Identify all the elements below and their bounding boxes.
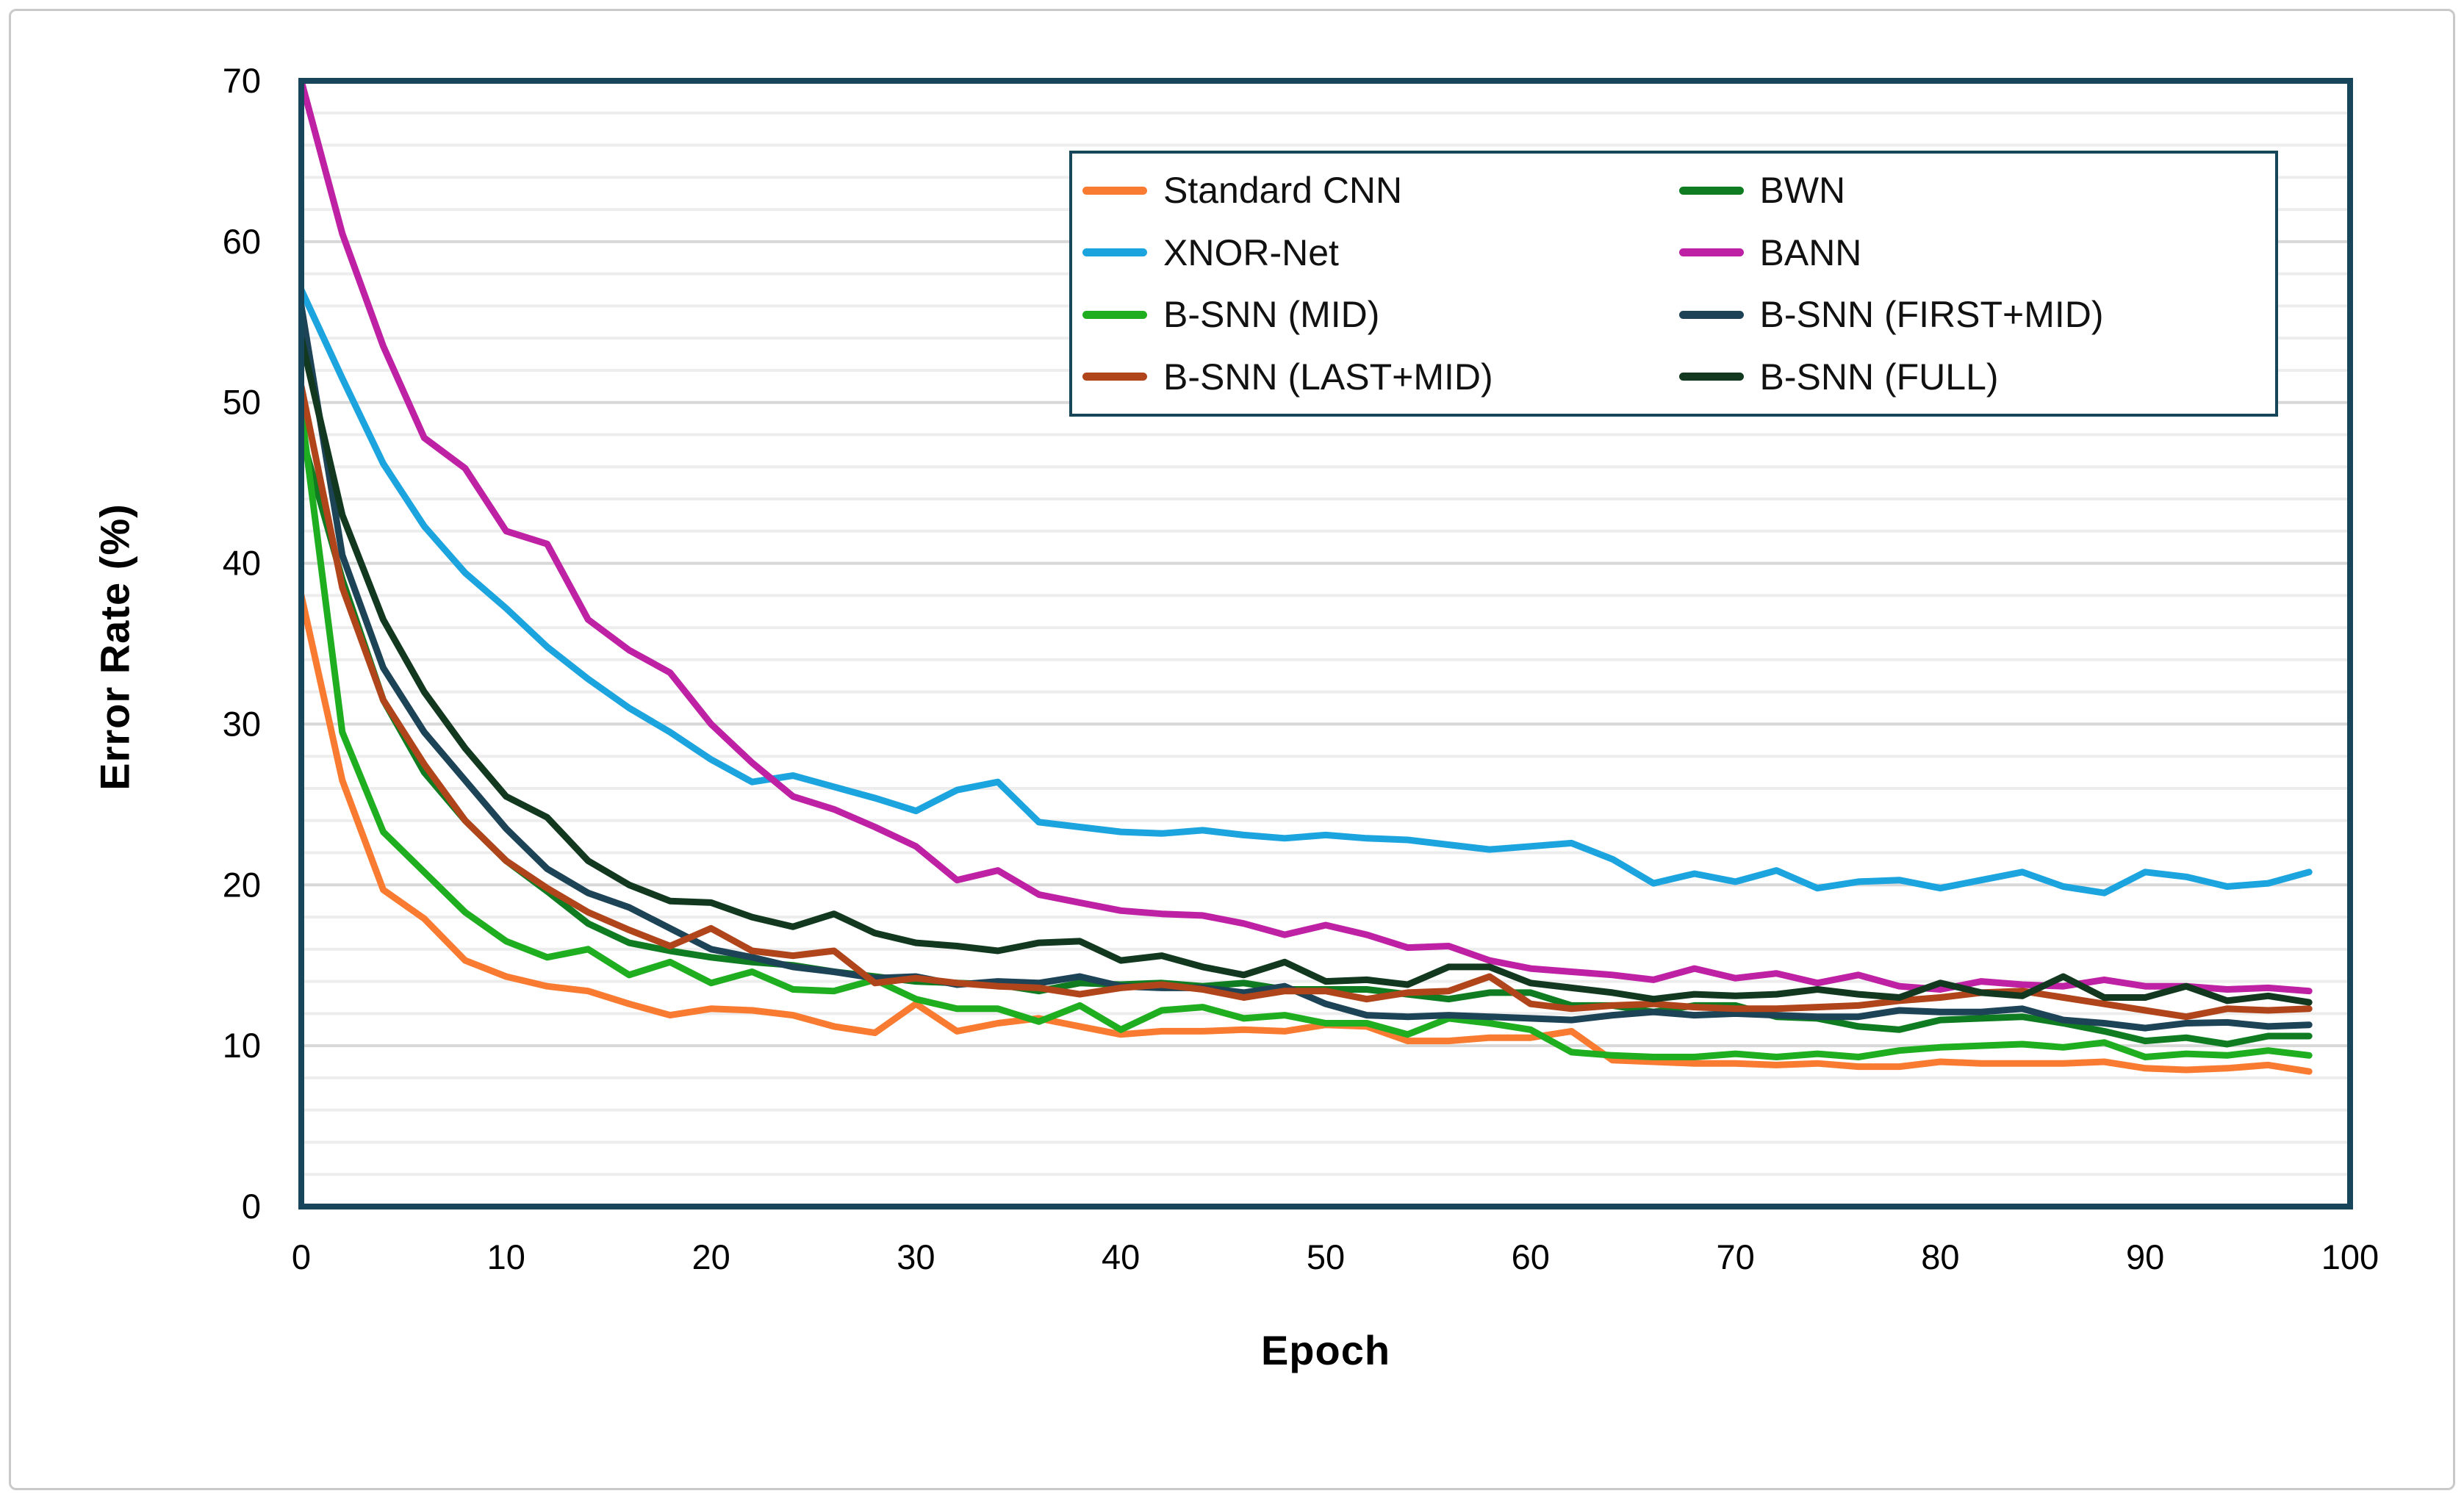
legend-item-bsnn-first-mid: B-SNN (FIRST+MID) bbox=[1678, 293, 2276, 336]
legend-item-bsnn-full: B-SNN (FULL) bbox=[1678, 356, 2276, 398]
x-tick-label: 80 bbox=[1921, 1237, 1959, 1276]
legend-swatch-bsnn-first-mid bbox=[1678, 310, 1744, 319]
y-tick-label: 10 bbox=[223, 1026, 261, 1065]
legend-swatch-bsnn-last-mid bbox=[1082, 373, 1147, 381]
legend-label-bsnn-first-mid: B-SNN (FIRST+MID) bbox=[1759, 294, 2104, 336]
y-tick-label: 40 bbox=[223, 544, 261, 583]
legend-label-bann: BANN bbox=[1759, 231, 1862, 273]
legend-swatch-standard-cnn bbox=[1082, 186, 1147, 195]
series-line-bwn bbox=[301, 431, 2313, 1048]
y-tick-label: 0 bbox=[242, 1187, 261, 1226]
x-tick-label: 100 bbox=[2321, 1237, 2379, 1276]
y-tick-label: 60 bbox=[223, 222, 261, 261]
x-axis-title: Epoch bbox=[1260, 1327, 1391, 1373]
legend-label-bsnn-mid: B-SNN (MID) bbox=[1163, 294, 1380, 336]
plot-border bbox=[298, 78, 2353, 1209]
y-tick-label: 50 bbox=[223, 383, 261, 422]
legend-item-bann: BANN bbox=[1678, 231, 2276, 274]
legend: Standard CNN BWN XNOR-Net BANN B-SNN (MID) B-… bbox=[1069, 151, 2278, 417]
legend-swatch-bwn bbox=[1678, 186, 1744, 195]
x-tick-label: 60 bbox=[1512, 1237, 1550, 1276]
series-line-bsnn-mid bbox=[301, 407, 2313, 1060]
x-tick-label: 30 bbox=[897, 1237, 935, 1276]
x-tick-label: 40 bbox=[1102, 1237, 1140, 1276]
series-line-standard-cnn bbox=[301, 592, 2313, 1075]
series-line-bsnn-first-mid bbox=[301, 302, 2313, 1032]
legend-item-bwn: BWN bbox=[1678, 169, 2276, 212]
x-tick-label: 0 bbox=[292, 1237, 311, 1276]
legend-label-standard-cnn: Standard CNN bbox=[1163, 170, 1403, 212]
legend-label-bsnn-full: B-SNN (FULL) bbox=[1759, 356, 1999, 398]
y-axis-title: Error Rate (%) bbox=[91, 503, 138, 791]
legend-item-bsnn-last-mid: B-SNN (LAST+MID) bbox=[1082, 356, 1679, 398]
series-line-bsnn-last-mid bbox=[301, 383, 2313, 1021]
legend-label-xnor-net: XNOR-Net bbox=[1163, 231, 1339, 273]
legend-swatch-xnor-net bbox=[1082, 248, 1147, 257]
y-tick-label: 20 bbox=[223, 865, 261, 904]
legend-swatch-bsnn-full bbox=[1678, 373, 1744, 381]
x-tick-label: 70 bbox=[1716, 1237, 1754, 1276]
y-tick-label: 70 bbox=[223, 61, 261, 100]
series-line-bsnn-full bbox=[301, 334, 2313, 1006]
x-tick-label: 90 bbox=[2126, 1237, 2164, 1276]
x-tick-label: 10 bbox=[487, 1237, 525, 1276]
legend-item-standard-cnn: Standard CNN bbox=[1082, 169, 1679, 212]
legend-label-bwn: BWN bbox=[1759, 170, 1846, 212]
legend-swatch-bann bbox=[1678, 248, 1744, 257]
x-tick-label: 20 bbox=[692, 1237, 730, 1276]
y-tick-label: 30 bbox=[223, 704, 261, 743]
series-line-xnor-net bbox=[301, 287, 2313, 896]
legend-item-xnor-net: XNOR-Net bbox=[1082, 231, 1679, 274]
legend-label-bsnn-last-mid: B-SNN (LAST+MID) bbox=[1163, 356, 1493, 398]
legend-item-bsnn-mid: B-SNN (MID) bbox=[1082, 293, 1679, 336]
x-tick-label: 50 bbox=[1307, 1237, 1345, 1276]
legend-swatch-bsnn-mid bbox=[1082, 310, 1147, 319]
series-line-bann bbox=[301, 81, 2313, 995]
